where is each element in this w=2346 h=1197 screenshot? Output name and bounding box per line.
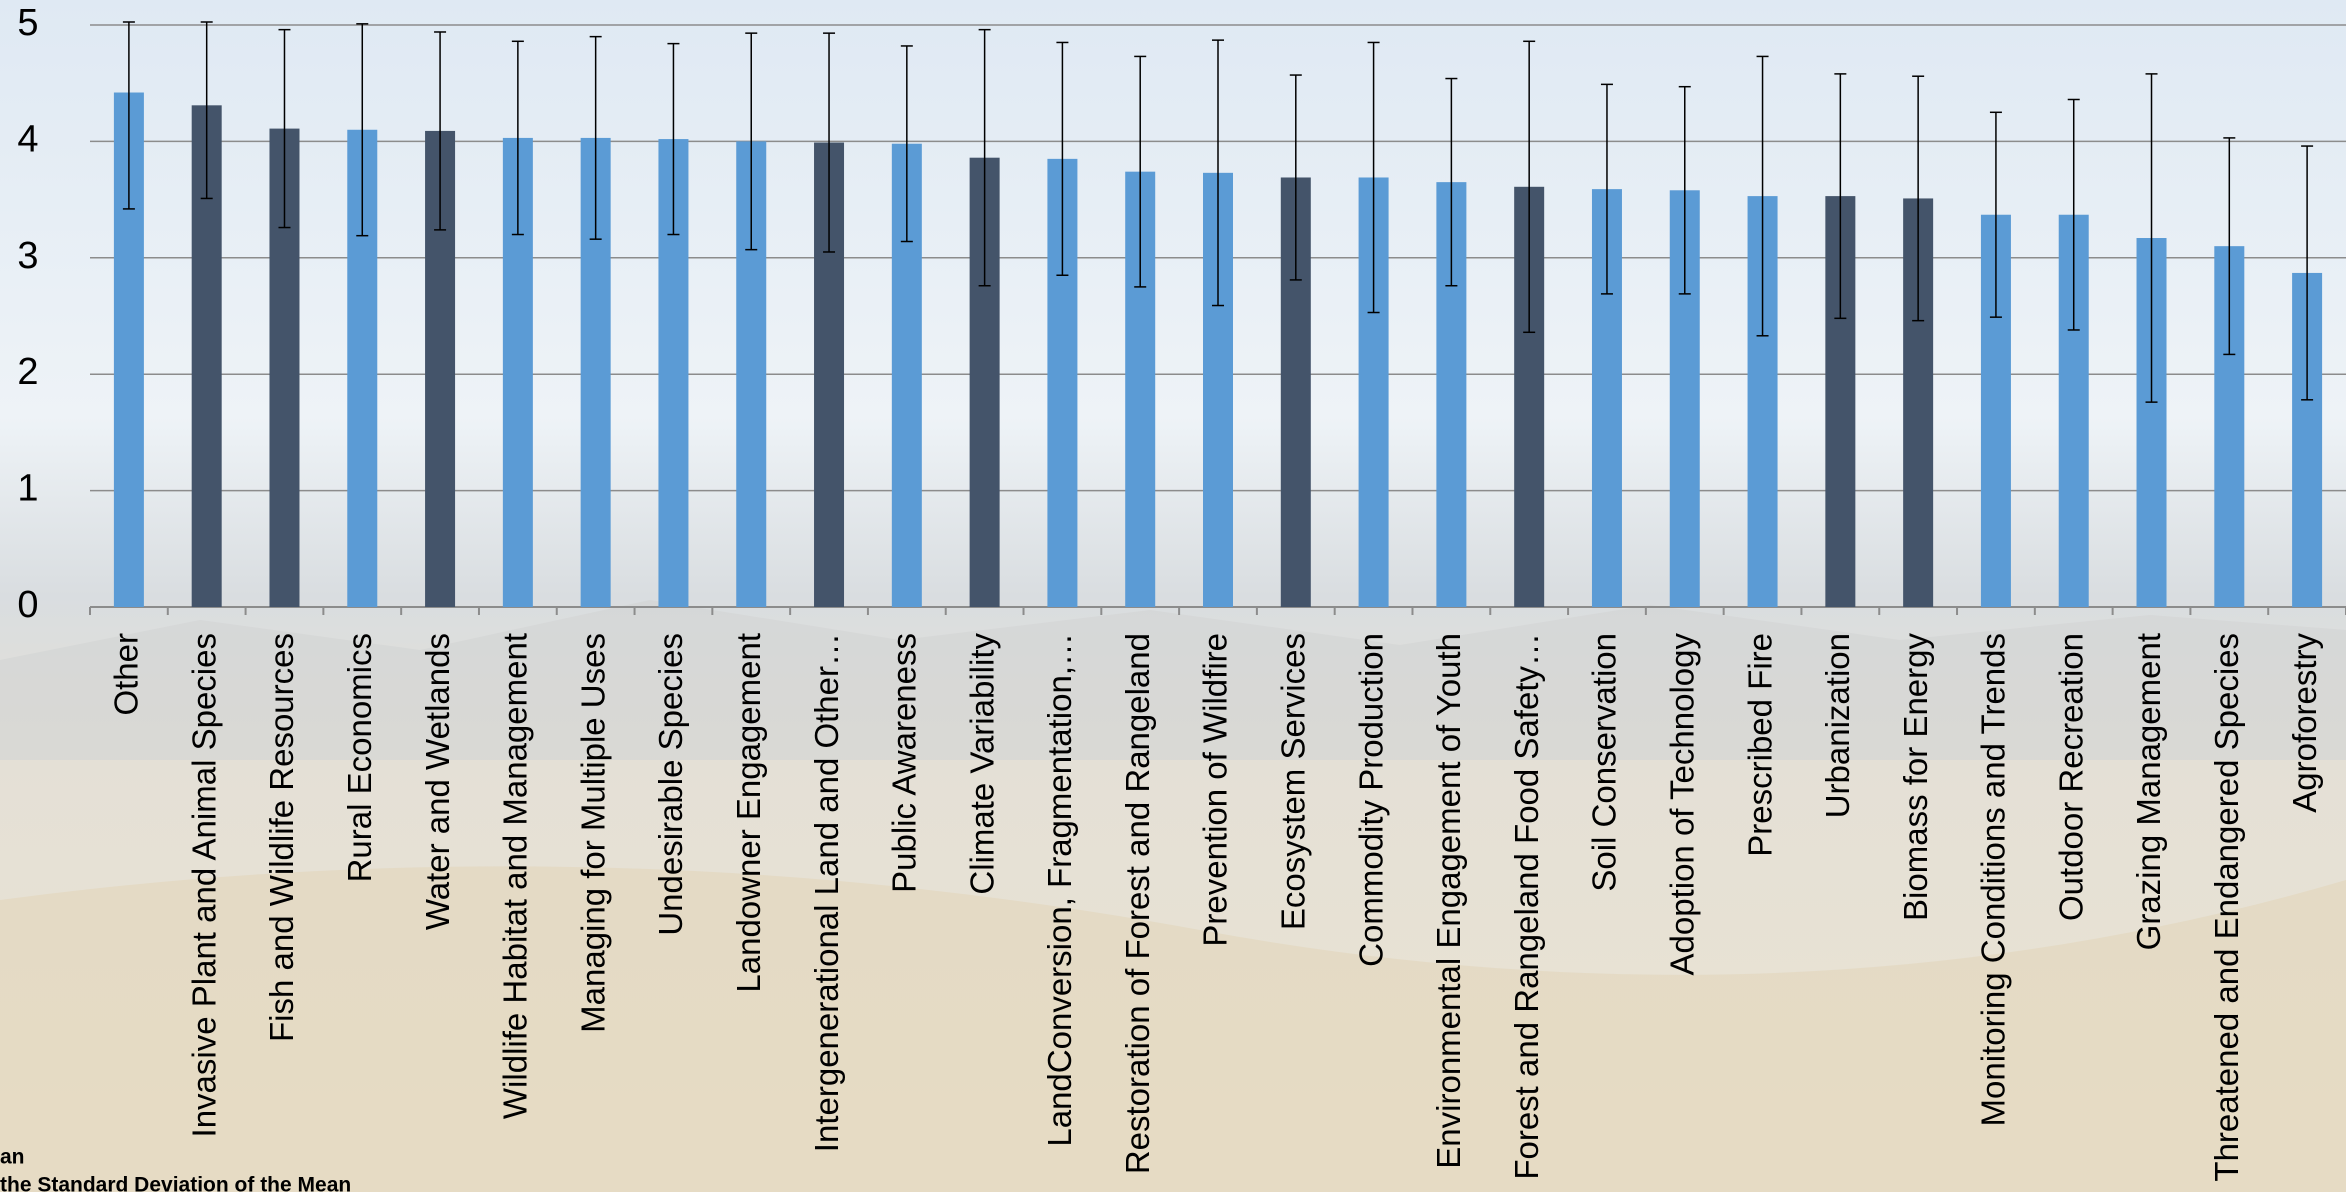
error-bar	[1756, 55, 1769, 337]
error-bar	[667, 42, 680, 236]
error-bar	[900, 45, 913, 243]
error-bar	[823, 32, 836, 253]
error-bar	[1289, 74, 1302, 281]
error-bar	[1912, 75, 1925, 322]
y-tick-label: 2	[17, 351, 38, 393]
x-tick-label: Urbanization	[1819, 633, 1856, 818]
x-tick-label: Adoption of Technology	[1663, 633, 1700, 976]
y-tick-label: 3	[17, 235, 38, 277]
error-bar	[745, 32, 758, 251]
error-bar	[511, 40, 524, 236]
x-tick-label: Prevention of Wildfire	[1197, 633, 1234, 947]
error-bar	[1445, 77, 1458, 287]
y-tick-label: 0	[17, 584, 38, 626]
x-tick-label: Rural Economics	[341, 633, 378, 882]
footnote: the Standard Deviation of the Mean	[0, 1174, 351, 1192]
x-tick-label: Fish and Wildlife Resources	[263, 633, 300, 1042]
x-tick-label: Invasive Plant and Animal Species	[185, 633, 222, 1137]
y-tick-label: 5	[17, 2, 38, 44]
x-tick-label: Outdoor Recreation	[2052, 633, 2089, 921]
error-bar	[1989, 111, 2002, 318]
hills	[0, 866, 2346, 1192]
error-bar	[1600, 83, 1613, 295]
mountains	[0, 600, 2346, 760]
error-bar	[589, 35, 602, 240]
x-tick-label: Water and Wetlands	[419, 633, 456, 930]
y-tick-label: 1	[17, 468, 38, 510]
x-tick-label: Undesirable Species	[652, 633, 689, 936]
x-tick-label: Soil Conservation	[1586, 633, 1623, 892]
x-tick-label: Monitoring Conditions and Trends	[1975, 633, 2012, 1126]
x-tick-label: Landowner Engagement	[730, 633, 767, 993]
x-tick-label: Commodity Production	[1352, 633, 1389, 967]
x-tick-label: Agroforestry	[2286, 633, 2323, 813]
x-tick-label: Other	[108, 633, 145, 716]
error-bar	[978, 28, 991, 287]
x-tick-label: Grazing Management	[2130, 633, 2167, 950]
x-tick-label: LandConversion, Fragmentation,…	[1041, 633, 1078, 1147]
error-bar	[1367, 41, 1380, 314]
error-bar	[1834, 73, 1847, 320]
x-tick-label: Wildlife Habitat and Management	[497, 633, 534, 1119]
x-tick-label: Intergenerational Land and Other…	[808, 633, 845, 1152]
x-tick-label: Managing for Multiple Uses	[574, 633, 611, 1033]
x-tick-label: Public Awareness	[886, 633, 923, 893]
error-bar	[2067, 98, 2080, 331]
x-tick-label: Climate Variability	[963, 633, 1000, 895]
error-bar	[1212, 39, 1224, 307]
error-bar	[122, 21, 135, 210]
y-tick-label: 4	[17, 118, 38, 160]
error-bar	[2145, 73, 2158, 403]
x-tick-label: Environmental Engagement of Youth	[1430, 633, 1467, 1169]
x-tick-label: Biomass for Energy	[1897, 633, 1934, 921]
error-bar	[1523, 40, 1536, 334]
error-bar	[1678, 85, 1691, 295]
x-tick-label: Restoration of Forest and Rangeland	[1119, 633, 1156, 1174]
x-tick-label: Ecosystem Services	[1275, 633, 1312, 930]
x-tick-label: Forest and Rangeland Food Safety…	[1508, 633, 1545, 1180]
x-tick-label: Prescribed Fire	[1741, 633, 1778, 857]
error-bar	[2223, 137, 2236, 356]
error-bar	[356, 23, 369, 237]
error-bar	[1134, 55, 1147, 288]
error-bar	[434, 31, 447, 231]
x-tick-label: Threatened and Endangered Species	[2208, 633, 2245, 1182]
error-bar	[278, 28, 291, 229]
error-bar	[1056, 41, 1069, 277]
error-bar	[2301, 145, 2314, 401]
footnote: an	[0, 1146, 25, 1169]
error-bar	[200, 21, 213, 200]
